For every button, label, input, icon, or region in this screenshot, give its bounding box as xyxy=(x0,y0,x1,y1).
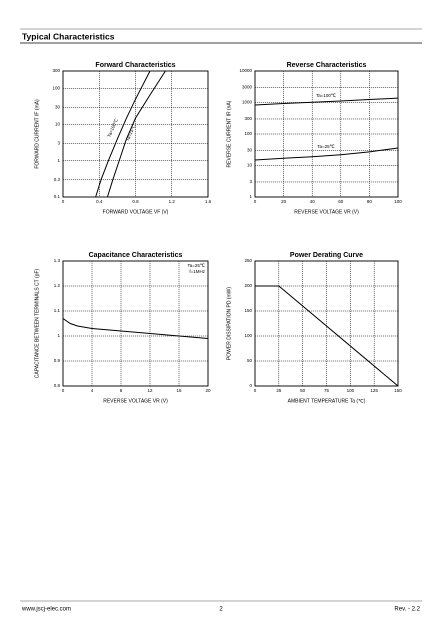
curve xyxy=(106,70,166,198)
x-tick-label: 0.4 xyxy=(96,199,103,204)
curve xyxy=(95,70,151,198)
footer-revision: Rev. - 2.2 xyxy=(394,607,420,613)
x-tick-label: 12 xyxy=(147,388,153,393)
x-tick-label: 40 xyxy=(310,199,316,204)
y-tick-label: 3000 xyxy=(242,85,253,90)
x-tick-label: 25 xyxy=(276,388,282,393)
x-axis-label: AMBIENT TEMPERATURE Ta (℃) xyxy=(288,398,366,404)
x-tick-label: 1.6 xyxy=(205,199,212,204)
y-tick-label: 3 xyxy=(57,141,60,146)
y-tick-label: 300 xyxy=(244,116,252,121)
x-tick-label: 0 xyxy=(254,199,257,204)
x-tick-label: 4 xyxy=(91,388,94,393)
plot-frame xyxy=(254,70,399,198)
y-tick-label: 1.1 xyxy=(54,308,61,313)
section-title: Typical Characteristics xyxy=(22,31,115,41)
x-tick-label: 20 xyxy=(205,388,211,393)
y-tick-label: 250 xyxy=(244,258,252,263)
curve xyxy=(254,147,399,161)
x-tick-label: 150 xyxy=(394,388,402,393)
y-tick-label: 10 xyxy=(55,122,61,127)
chart-title: Reverse Characteristics xyxy=(287,62,367,69)
curve xyxy=(254,97,399,106)
x-tick-label: 16 xyxy=(176,388,182,393)
x-tick-label: 80 xyxy=(367,199,373,204)
curve xyxy=(255,285,399,387)
y-axis-label: CAPACITANCE BETWEEN TERMINALS CT (pF) xyxy=(34,268,40,378)
chart-title: Power Derating Curve xyxy=(290,252,363,259)
y-tick-label: 50 xyxy=(247,358,253,363)
y-tick-label: 0.3 xyxy=(54,177,61,182)
annotation: Ta=25℃ xyxy=(188,263,206,268)
y-tick-label: 0.9 xyxy=(54,358,61,363)
x-axis-label: REVERSE VOLTAGE VR (V) xyxy=(103,398,168,404)
x-tick-label: 50 xyxy=(300,388,306,393)
footer-website: www.jscj-elec.com xyxy=(21,607,71,613)
x-tick-label: 0 xyxy=(62,199,65,204)
y-tick-label: 100 xyxy=(244,131,252,136)
y-tick-label: 100 xyxy=(52,85,60,90)
x-tick-label: 60 xyxy=(338,199,344,204)
x-tick-label: 0.8 xyxy=(132,199,139,204)
x-axis-label: FORWARD VOLTAGE VF (V) xyxy=(103,209,169,215)
y-tick-label: 100 xyxy=(244,333,252,338)
y-tick-label: 1.2 xyxy=(54,283,61,288)
plot-frame xyxy=(254,260,399,387)
y-tick-label: 30 xyxy=(55,104,61,109)
y-tick-label: 300 xyxy=(52,68,60,73)
x-tick-label: 0 xyxy=(254,388,257,393)
y-tick-label: 1 xyxy=(57,158,60,163)
y-tick-label: 10 xyxy=(247,163,253,168)
x-tick-label: 125 xyxy=(370,388,378,393)
y-tick-label: 0.1 xyxy=(54,194,61,199)
y-tick-label: 10000 xyxy=(239,68,252,73)
y-tick-label: 1.3 xyxy=(54,258,61,263)
y-tick-label: 1 xyxy=(57,333,60,338)
series-label: Ta=100℃ xyxy=(106,117,119,138)
y-tick-label: 1000 xyxy=(242,100,253,105)
plot-frame xyxy=(62,260,209,387)
x-tick-label: 0 xyxy=(62,388,65,393)
annotation: f=1MHz xyxy=(189,269,205,274)
y-tick-label: 150 xyxy=(244,308,252,313)
y-axis-label: FORWARD CURRENT IF (mA) xyxy=(34,99,40,169)
series-label: Ta=100℃ xyxy=(316,93,337,98)
x-axis-label: REVERSE VOLTAGE VR (V) xyxy=(294,209,359,215)
y-tick-label: 0.8 xyxy=(54,383,61,388)
x-tick-label: 1.2 xyxy=(169,199,176,204)
y-tick-label: 3 xyxy=(249,179,252,184)
x-tick-label: 75 xyxy=(324,388,330,393)
chart-title: Capacitance Characteristics xyxy=(89,252,183,259)
curve xyxy=(62,318,209,339)
y-tick-label: 30 xyxy=(247,148,253,153)
x-tick-label: 100 xyxy=(394,199,402,204)
series-label: Ta=25℃ xyxy=(317,144,335,149)
x-tick-label: 100 xyxy=(347,388,355,393)
y-tick-label: 200 xyxy=(244,283,252,288)
footer-page: 2 xyxy=(219,607,223,613)
y-tick-label: 0 xyxy=(249,383,252,388)
x-tick-label: 20 xyxy=(281,199,287,204)
chart-title: Forward Characteristics xyxy=(95,62,175,69)
y-axis-label: REVERSE CURRENT IR (nA) xyxy=(226,100,232,167)
plot-frame xyxy=(62,70,209,198)
x-tick-label: 8 xyxy=(120,388,123,393)
series-label: Ta=25℃ xyxy=(125,123,137,142)
y-axis-label: POWER DISSIPATION PD (mW) xyxy=(226,287,232,360)
y-tick-label: 1 xyxy=(249,194,252,199)
